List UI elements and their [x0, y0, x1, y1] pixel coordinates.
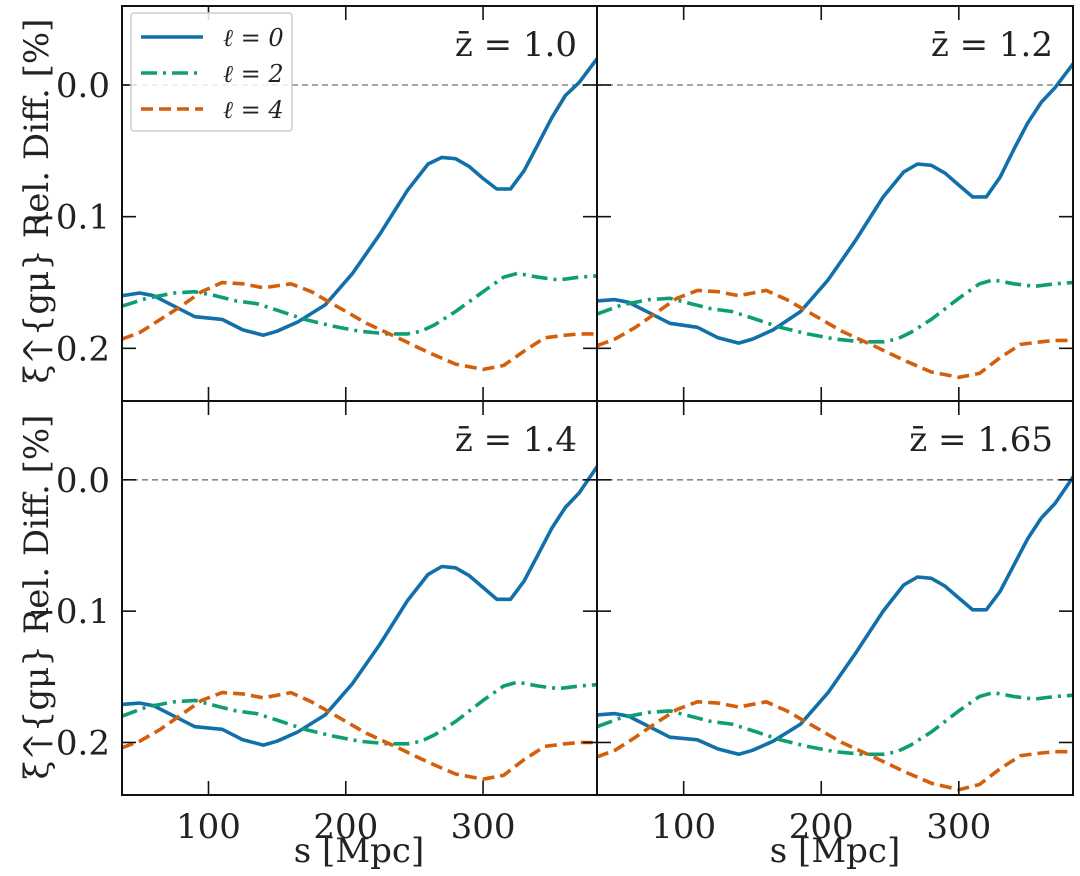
x-axis-label-left: s [Mpc] — [294, 831, 424, 871]
panel-label: z̄ = 1.2 — [931, 25, 1053, 65]
x-axis-label-right: s [Mpc] — [770, 831, 900, 871]
x-tick-label: 100 — [651, 807, 716, 847]
series-line-4 — [122, 280, 597, 372]
series-line-2 — [122, 680, 597, 746]
panel-label: z̄ = 1.0 — [455, 25, 577, 65]
series-line-4 — [597, 288, 1073, 380]
x-tick-label: 200 — [789, 807, 854, 847]
y-tick-label: −0.1 — [27, 592, 110, 632]
panel-label: z̄ = 1.4 — [455, 420, 577, 460]
y-tick-label: −0.2 — [27, 723, 110, 763]
panel-label: z̄ = 1.65 — [909, 420, 1053, 460]
y-axis-label-bottom: ξ^{gμ} Rel. Diff. [%] — [17, 415, 57, 780]
series-line-2 — [597, 690, 1073, 757]
x-tick-label: 100 — [176, 807, 241, 847]
legend: ℓ = 0 ℓ = 2 ℓ = 4 — [130, 12, 293, 132]
series-line-0 — [122, 464, 597, 747]
panel-frame — [596, 400, 1074, 796]
x-tick-label: 300 — [926, 807, 991, 847]
panels-layer: 0.0 −0.1 −0.2 z̄ = 1.0 z̄ = 1.2 100 200 300 0.0 −… — [27, 5, 1074, 847]
panel-4: 100 200 300 z̄ = 1.65 — [596, 400, 1074, 847]
series-group — [597, 475, 1073, 792]
series-line-4 — [597, 700, 1073, 792]
series-group — [122, 56, 597, 372]
legend-label: ℓ = 2 — [223, 60, 284, 88]
panel-1: 0.0 −0.1 −0.2 z̄ = 1.0 — [27, 5, 598, 402]
series-line-2 — [597, 278, 1073, 344]
series-line-0 — [122, 56, 597, 337]
y-axis-label-top: ξ^{gμ} Rel. Diff. [%] — [17, 19, 57, 384]
x-tick-label: 300 — [451, 807, 516, 847]
y-tick-label: 0.0 — [56, 66, 110, 106]
panel-frame — [121, 400, 598, 796]
series-line-2 — [122, 271, 597, 336]
series-group — [122, 464, 597, 781]
x-tick-label: 200 — [313, 807, 378, 847]
series-line-0 — [597, 62, 1073, 345]
legend-label: ℓ = 0 — [223, 24, 284, 52]
legend-label: ℓ = 4 — [223, 96, 284, 124]
panel-3: 100 200 300 0.0 −0.1 −0.2 z̄ = 1.4 — [27, 400, 598, 847]
y-tick-label: 0.0 — [56, 461, 110, 501]
series-group — [597, 62, 1073, 380]
axis-labels-layer: ξ^{gμ} Rel. Diff. [%] ξ^{gμ} Rel. Diff. … — [17, 19, 900, 871]
y-tick-label: −0.2 — [27, 329, 110, 369]
y-tick-label: −0.1 — [27, 198, 110, 238]
series-line-4 — [122, 690, 597, 781]
legend-frame — [130, 12, 293, 132]
panel-2: z̄ = 1.2 — [596, 5, 1074, 402]
panel-frame — [596, 5, 1074, 402]
series-line-0 — [597, 475, 1073, 757]
